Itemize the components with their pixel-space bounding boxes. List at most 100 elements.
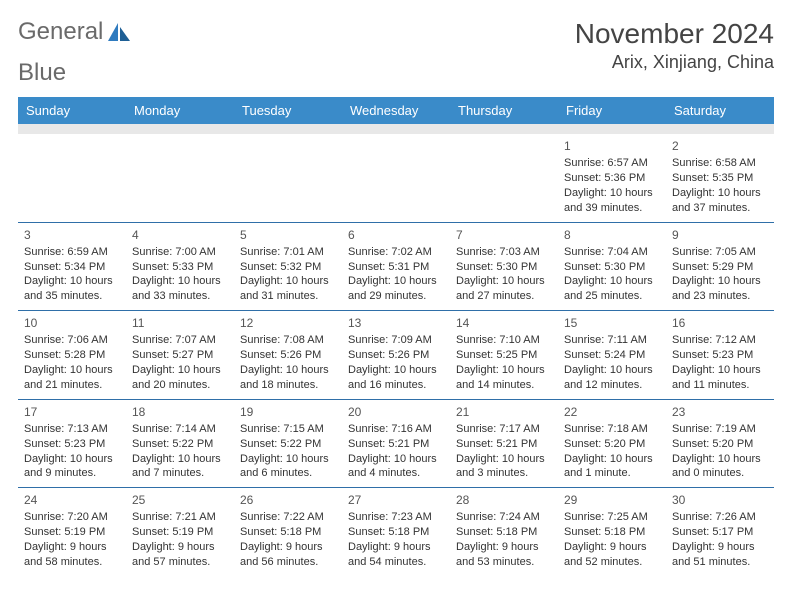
weekday-header: Saturday	[666, 97, 774, 124]
daylight-line: Daylight: 10 hours and 14 minutes.	[456, 363, 552, 393]
calendar-week: 17Sunrise: 7:13 AMSunset: 5:23 PMDayligh…	[18, 399, 774, 488]
sunrise-line: Sunrise: 7:08 AM	[240, 333, 336, 348]
day-number: 14	[456, 315, 552, 331]
daylight-line: Daylight: 10 hours and 7 minutes.	[132, 452, 228, 482]
sunrise-line: Sunrise: 7:19 AM	[672, 422, 768, 437]
sunset-line: Sunset: 5:18 PM	[564, 525, 660, 540]
calendar-cell: 3Sunrise: 6:59 AMSunset: 5:34 PMDaylight…	[18, 222, 126, 311]
sunset-line: Sunset: 5:29 PM	[672, 260, 768, 275]
calendar-cell: 30Sunrise: 7:26 AMSunset: 5:17 PMDayligh…	[666, 488, 774, 576]
calendar-cell	[126, 134, 234, 222]
sunset-line: Sunset: 5:22 PM	[240, 437, 336, 452]
calendar-cell: 13Sunrise: 7:09 AMSunset: 5:26 PMDayligh…	[342, 311, 450, 400]
calendar-cell: 24Sunrise: 7:20 AMSunset: 5:19 PMDayligh…	[18, 488, 126, 576]
sunrise-line: Sunrise: 7:05 AM	[672, 245, 768, 260]
day-number: 9	[672, 227, 768, 243]
sunset-line: Sunset: 5:34 PM	[24, 260, 120, 275]
calendar-cell: 8Sunrise: 7:04 AMSunset: 5:30 PMDaylight…	[558, 222, 666, 311]
sunset-line: Sunset: 5:18 PM	[456, 525, 552, 540]
sunrise-line: Sunrise: 7:16 AM	[348, 422, 444, 437]
sunrise-line: Sunrise: 7:00 AM	[132, 245, 228, 260]
day-number: 12	[240, 315, 336, 331]
sunrise-line: Sunrise: 7:03 AM	[456, 245, 552, 260]
calendar-cell: 11Sunrise: 7:07 AMSunset: 5:27 PMDayligh…	[126, 311, 234, 400]
day-number: 25	[132, 492, 228, 508]
sunrise-line: Sunrise: 6:58 AM	[672, 156, 768, 171]
brand-word-1: General	[18, 18, 103, 46]
sunset-line: Sunset: 5:35 PM	[672, 171, 768, 186]
sunrise-line: Sunrise: 7:26 AM	[672, 510, 768, 525]
sunrise-line: Sunrise: 7:24 AM	[456, 510, 552, 525]
sunrise-line: Sunrise: 7:11 AM	[564, 333, 660, 348]
sunset-line: Sunset: 5:20 PM	[672, 437, 768, 452]
day-number: 27	[348, 492, 444, 508]
sunset-line: Sunset: 5:18 PM	[348, 525, 444, 540]
day-number: 24	[24, 492, 120, 508]
calendar-cell	[450, 134, 558, 222]
sunrise-line: Sunrise: 7:12 AM	[672, 333, 768, 348]
calendar-cell: 14Sunrise: 7:10 AMSunset: 5:25 PMDayligh…	[450, 311, 558, 400]
sunset-line: Sunset: 5:24 PM	[564, 348, 660, 363]
calendar-cell: 7Sunrise: 7:03 AMSunset: 5:30 PMDaylight…	[450, 222, 558, 311]
day-number: 2	[672, 138, 768, 154]
sunrise-line: Sunrise: 7:07 AM	[132, 333, 228, 348]
sunset-line: Sunset: 5:20 PM	[564, 437, 660, 452]
day-number: 28	[456, 492, 552, 508]
calendar-cell: 4Sunrise: 7:00 AMSunset: 5:33 PMDaylight…	[126, 222, 234, 311]
calendar-week: 24Sunrise: 7:20 AMSunset: 5:19 PMDayligh…	[18, 488, 774, 576]
day-number: 15	[564, 315, 660, 331]
sunset-line: Sunset: 5:23 PM	[24, 437, 120, 452]
daylight-line: Daylight: 10 hours and 0 minutes.	[672, 452, 768, 482]
daylight-line: Daylight: 10 hours and 12 minutes.	[564, 363, 660, 393]
daylight-line: Daylight: 10 hours and 9 minutes.	[24, 452, 120, 482]
sunrise-line: Sunrise: 7:14 AM	[132, 422, 228, 437]
calendar-cell: 23Sunrise: 7:19 AMSunset: 5:20 PMDayligh…	[666, 399, 774, 488]
calendar-cell: 26Sunrise: 7:22 AMSunset: 5:18 PMDayligh…	[234, 488, 342, 576]
sunset-line: Sunset: 5:36 PM	[564, 171, 660, 186]
calendar-cell: 22Sunrise: 7:18 AMSunset: 5:20 PMDayligh…	[558, 399, 666, 488]
day-number: 17	[24, 404, 120, 420]
sunrise-line: Sunrise: 7:13 AM	[24, 422, 120, 437]
daylight-line: Daylight: 10 hours and 39 minutes.	[564, 186, 660, 216]
calendar-week: 3Sunrise: 6:59 AMSunset: 5:34 PMDaylight…	[18, 222, 774, 311]
daylight-line: Daylight: 9 hours and 52 minutes.	[564, 540, 660, 570]
weekday-header: Sunday	[18, 97, 126, 124]
day-number: 29	[564, 492, 660, 508]
calendar-cell: 9Sunrise: 7:05 AMSunset: 5:29 PMDaylight…	[666, 222, 774, 311]
calendar-week: 1Sunrise: 6:57 AMSunset: 5:36 PMDaylight…	[18, 134, 774, 222]
sunset-line: Sunset: 5:26 PM	[240, 348, 336, 363]
daylight-line: Daylight: 10 hours and 29 minutes.	[348, 274, 444, 304]
daylight-line: Daylight: 10 hours and 33 minutes.	[132, 274, 228, 304]
sunrise-line: Sunrise: 7:17 AM	[456, 422, 552, 437]
sunrise-line: Sunrise: 7:20 AM	[24, 510, 120, 525]
daylight-line: Daylight: 10 hours and 18 minutes.	[240, 363, 336, 393]
calendar-cell: 25Sunrise: 7:21 AMSunset: 5:19 PMDayligh…	[126, 488, 234, 576]
sunset-line: Sunset: 5:17 PM	[672, 525, 768, 540]
sunset-line: Sunset: 5:23 PM	[672, 348, 768, 363]
sunset-line: Sunset: 5:21 PM	[348, 437, 444, 452]
calendar-cell: 29Sunrise: 7:25 AMSunset: 5:18 PMDayligh…	[558, 488, 666, 576]
daylight-line: Daylight: 9 hours and 58 minutes.	[24, 540, 120, 570]
month-title: November 2024	[575, 18, 774, 50]
calendar-cell: 6Sunrise: 7:02 AMSunset: 5:31 PMDaylight…	[342, 222, 450, 311]
sunrise-line: Sunrise: 7:04 AM	[564, 245, 660, 260]
sunset-line: Sunset: 5:31 PM	[348, 260, 444, 275]
day-number: 13	[348, 315, 444, 331]
sunset-line: Sunset: 5:26 PM	[348, 348, 444, 363]
sail-icon	[106, 21, 132, 43]
sunrise-line: Sunrise: 7:10 AM	[456, 333, 552, 348]
daylight-line: Daylight: 10 hours and 11 minutes.	[672, 363, 768, 393]
calendar-cell: 1Sunrise: 6:57 AMSunset: 5:36 PMDaylight…	[558, 134, 666, 222]
calendar-cell: 10Sunrise: 7:06 AMSunset: 5:28 PMDayligh…	[18, 311, 126, 400]
daylight-line: Daylight: 10 hours and 25 minutes.	[564, 274, 660, 304]
day-number: 1	[564, 138, 660, 154]
calendar-cell: 21Sunrise: 7:17 AMSunset: 5:21 PMDayligh…	[450, 399, 558, 488]
sunset-line: Sunset: 5:21 PM	[456, 437, 552, 452]
day-number: 8	[564, 227, 660, 243]
sunset-line: Sunset: 5:32 PM	[240, 260, 336, 275]
day-number: 11	[132, 315, 228, 331]
sunset-line: Sunset: 5:27 PM	[132, 348, 228, 363]
calendar-cell: 16Sunrise: 7:12 AMSunset: 5:23 PMDayligh…	[666, 311, 774, 400]
sunrise-line: Sunrise: 7:02 AM	[348, 245, 444, 260]
sunset-line: Sunset: 5:22 PM	[132, 437, 228, 452]
